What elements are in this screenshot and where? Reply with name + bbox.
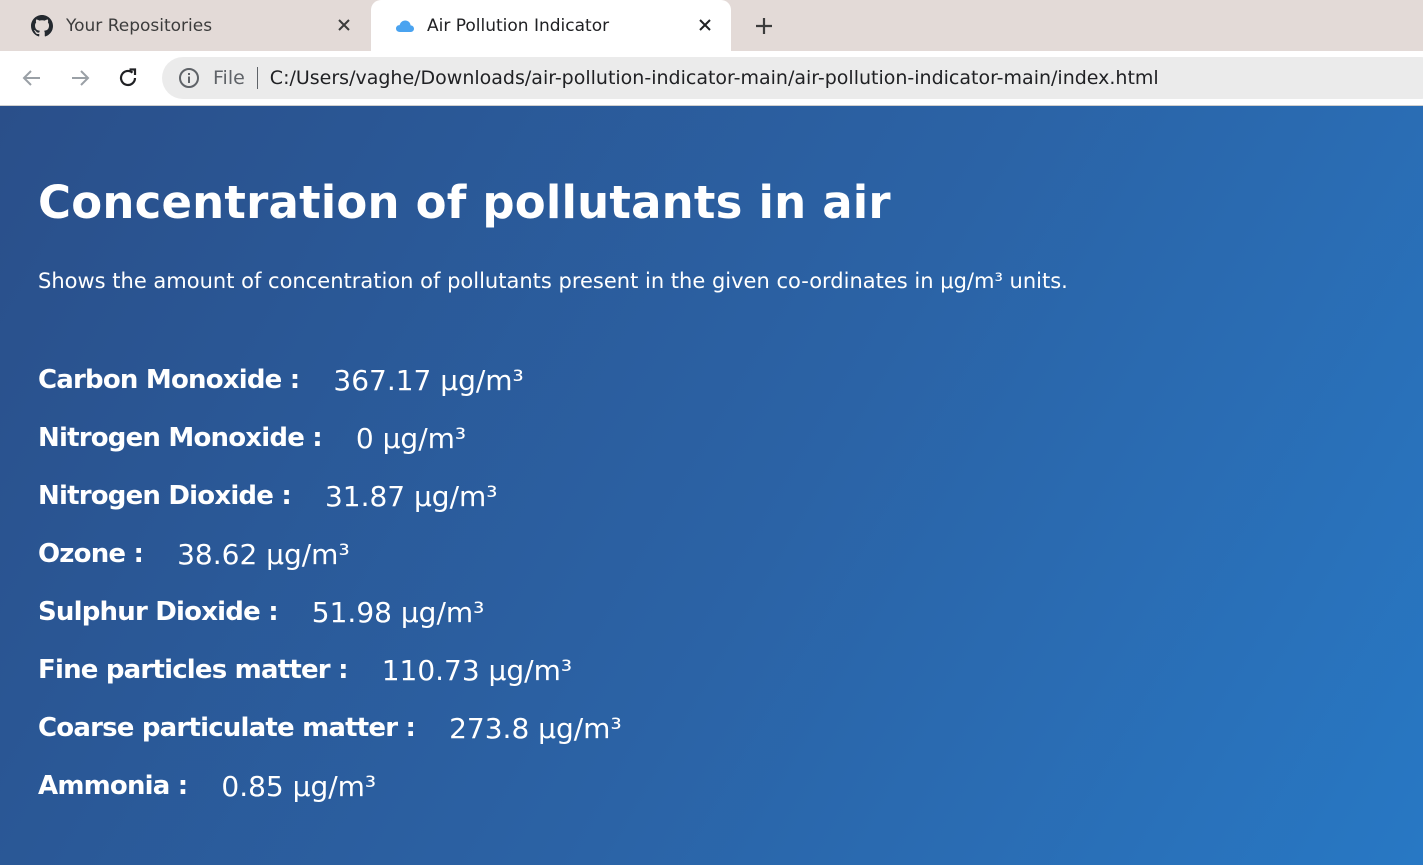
- pollutant-value: 367.17 μg/m³: [333, 363, 524, 397]
- tab-your-repositories[interactable]: Your Repositories: [0, 0, 370, 51]
- pollutant-value: 0 μg/m³: [355, 421, 467, 455]
- pollutant-value: 31.87 μg/m³: [324, 479, 498, 513]
- arrow-right-icon: [72, 70, 90, 86]
- pollutant-label: Fine particles matter :: [38, 655, 348, 685]
- scheme-label: File: [213, 67, 245, 89]
- pollutant-row-ammonia: Ammonia : 0.85 μg/m³: [38, 757, 622, 815]
- page-title: Concentration of pollutants in air: [38, 176, 891, 229]
- pollutant-label: Nitrogen Dioxide :: [38, 481, 292, 511]
- reload-button[interactable]: [114, 64, 142, 92]
- back-button[interactable]: [18, 64, 46, 92]
- pollutant-value: 273.8 μg/m³: [449, 711, 622, 745]
- page-content: Concentration of pollutants in air Shows…: [0, 106, 1423, 865]
- pollutant-row-nitrogen-monoxide: Nitrogen Monoxide : 0 μg/m³: [38, 409, 622, 467]
- pollutant-value: 110.73 μg/m³: [381, 653, 573, 687]
- tab-title: Air Pollution Indicator: [427, 15, 610, 36]
- reload-icon: [119, 68, 137, 87]
- new-tab-button[interactable]: [750, 12, 778, 40]
- page-subtitle: Shows the amount of concentration of pol…: [38, 269, 1068, 293]
- pollutant-value: 0.85 μg/m³: [221, 769, 377, 803]
- pollutant-label: Ammonia :: [38, 771, 188, 801]
- pollutant-row-sulphur-dioxide: Sulphur Dioxide : 51.98 μg/m³: [38, 583, 622, 641]
- github-icon: [30, 14, 54, 38]
- close-icon[interactable]: [332, 13, 356, 37]
- plus-icon: [756, 18, 772, 34]
- pollutant-label: Carbon Monoxide :: [38, 365, 300, 395]
- pollutant-row-ozone: Ozone : 38.62 μg/m³: [38, 525, 622, 583]
- browser-toolbar: File C:/Users/vaghe/Downloads/air-pollut…: [0, 51, 1423, 106]
- pollutant-row-nitrogen-dioxide: Nitrogen Dioxide : 31.87 μg/m³: [38, 467, 622, 525]
- address-bar[interactable]: File C:/Users/vaghe/Downloads/air-pollut…: [162, 57, 1423, 99]
- pollutant-value: 38.62 μg/m³: [177, 537, 350, 571]
- tab-strip: Your Repositories Air Pollution Indicato…: [0, 0, 1423, 51]
- pollutant-label: Coarse particulate matter :: [38, 713, 416, 743]
- url-text[interactable]: C:/Users/vaghe/Downloads/air-pollution-i…: [269, 67, 1159, 89]
- pollutant-label: Nitrogen Monoxide :: [38, 423, 323, 453]
- close-icon[interactable]: [693, 13, 717, 37]
- tab-title: Your Repositories: [66, 15, 213, 36]
- cloud-icon: [393, 14, 417, 38]
- info-icon[interactable]: [178, 67, 200, 89]
- tab-air-pollution-indicator[interactable]: Air Pollution Indicator: [371, 0, 731, 51]
- divider: [256, 67, 258, 89]
- pollutant-row-coarse-particulate: Coarse particulate matter : 273.8 μg/m³: [38, 699, 622, 757]
- arrow-left-icon: [22, 70, 40, 86]
- pollutant-label: Sulphur Dioxide :: [38, 597, 279, 627]
- pollutant-row-fine-particles: Fine particles matter : 110.73 μg/m³: [38, 641, 622, 699]
- forward-button[interactable]: [66, 64, 94, 92]
- pollutant-row-carbon-monoxide: Carbon Monoxide : 367.17 μg/m³: [38, 351, 622, 409]
- pollutant-label: Ozone :: [38, 539, 144, 569]
- pollutant-value: 51.98 μg/m³: [311, 595, 485, 629]
- pollutant-list: Carbon Monoxide : 367.17 μg/m³ Nitrogen …: [38, 351, 622, 815]
